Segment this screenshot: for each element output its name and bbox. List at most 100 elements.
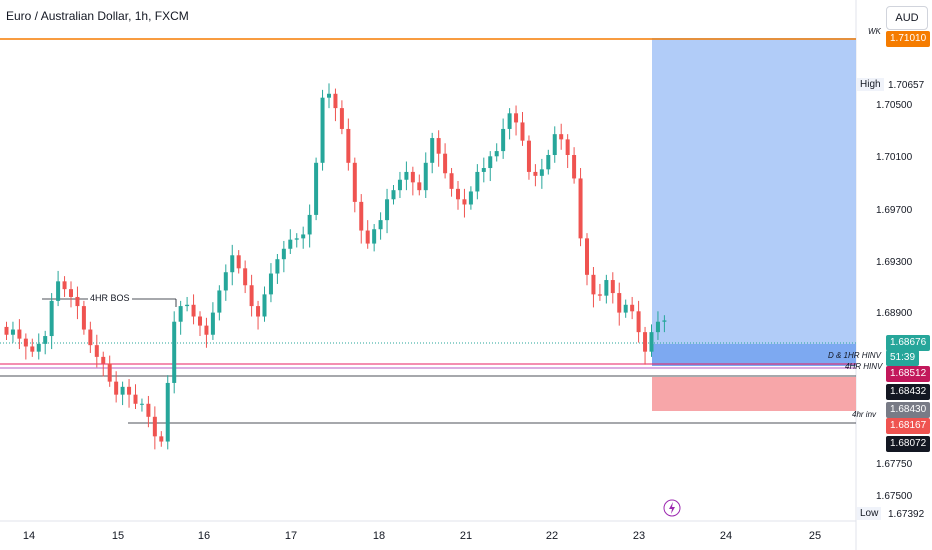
candle-body[interactable]	[520, 122, 525, 141]
candle-body[interactable]	[636, 311, 641, 333]
candle-body[interactable]	[552, 134, 557, 155]
candle-body[interactable]	[281, 248, 286, 260]
candle-body[interactable]	[288, 239, 293, 249]
candle-body[interactable]	[501, 128, 506, 152]
lightning-icon[interactable]	[663, 499, 681, 517]
candle-body[interactable]	[243, 268, 248, 286]
candle-body[interactable]	[236, 255, 241, 269]
candle-body[interactable]	[630, 304, 635, 312]
candle-body[interactable]	[417, 182, 422, 191]
candle-body[interactable]	[165, 382, 170, 442]
candle-body[interactable]	[585, 238, 589, 275]
candle-body[interactable]	[514, 113, 519, 123]
candle-body[interactable]	[565, 139, 570, 155]
candle-body[interactable]	[488, 156, 493, 169]
candle-body[interactable]	[443, 153, 448, 174]
candle-body[interactable]	[649, 332, 654, 352]
candle-body[interactable]	[404, 171, 409, 180]
candle-body[interactable]	[36, 343, 41, 352]
candle-body[interactable]	[191, 304, 196, 317]
candle-body[interactable]	[178, 306, 183, 322]
candle-body[interactable]	[230, 255, 235, 273]
candle-body[interactable]	[120, 386, 125, 395]
candle-body[interactable]	[533, 171, 538, 176]
candle-body[interactable]	[655, 321, 660, 333]
candle-body[interactable]	[475, 171, 480, 192]
candle-body[interactable]	[204, 325, 209, 335]
candle-body[interactable]	[301, 234, 306, 239]
candle-body[interactable]	[378, 220, 383, 230]
long-position-entry-zone[interactable]	[652, 344, 856, 366]
currency-button[interactable]: AUD	[886, 6, 928, 30]
candle-body[interactable]	[114, 381, 119, 395]
candle-body[interactable]	[139, 403, 144, 405]
candle-body[interactable]	[385, 199, 390, 221]
candle-body[interactable]	[10, 329, 15, 335]
candle-body[interactable]	[643, 332, 648, 352]
long-position-target-zone[interactable]	[652, 38, 856, 344]
candle-body[interactable]	[107, 363, 112, 382]
candle-body[interactable]	[217, 290, 222, 313]
candle-body[interactable]	[430, 138, 435, 163]
candle-body[interactable]	[256, 306, 261, 317]
candle-body[interactable]	[268, 273, 273, 295]
candle-body[interactable]	[456, 188, 460, 200]
candle-body[interactable]	[597, 294, 602, 296]
candle-body[interactable]	[262, 294, 267, 317]
candle-body[interactable]	[152, 416, 157, 437]
candle-body[interactable]	[410, 171, 415, 183]
candle-body[interactable]	[397, 179, 402, 191]
candle-body[interactable]	[314, 162, 319, 215]
candle-body[interactable]	[56, 281, 61, 301]
candle-body[interactable]	[339, 108, 344, 129]
candle-body[interactable]	[391, 190, 396, 200]
candle-body[interactable]	[539, 169, 544, 176]
long-position-stop-zone[interactable]	[652, 377, 856, 411]
candle-body[interactable]	[81, 306, 86, 330]
candle-body[interactable]	[23, 338, 28, 347]
candle-body[interactable]	[559, 134, 564, 140]
candle-body[interactable]	[623, 304, 628, 313]
candle-body[interactable]	[101, 356, 106, 364]
candle-body[interactable]	[275, 259, 280, 274]
candle-body[interactable]	[578, 178, 583, 239]
candle-body[interactable]	[327, 93, 331, 98]
candle-body[interactable]	[17, 329, 22, 339]
candle-body[interactable]	[423, 162, 428, 191]
candle-body[interactable]	[333, 93, 338, 109]
candle-body[interactable]	[4, 326, 9, 335]
candle-body[interactable]	[591, 274, 596, 295]
candle-body[interactable]	[294, 238, 299, 240]
candle-body[interactable]	[372, 229, 377, 244]
candle-body[interactable]	[494, 151, 499, 157]
candle-body[interactable]	[449, 173, 454, 189]
candle-body[interactable]	[468, 191, 473, 205]
candle-body[interactable]	[572, 154, 577, 179]
candle-body[interactable]	[546, 154, 551, 170]
candle-body[interactable]	[69, 289, 73, 297]
candle-body[interactable]	[159, 436, 164, 442]
candle-body[interactable]	[185, 304, 190, 307]
candle-body[interactable]	[198, 316, 202, 326]
candle-body[interactable]	[346, 128, 351, 163]
candle-body[interactable]	[210, 312, 215, 335]
candle-body[interactable]	[49, 300, 54, 337]
candle-body[interactable]	[133, 394, 138, 404]
candle-body[interactable]	[88, 329, 93, 346]
candle-body[interactable]	[307, 214, 312, 235]
candle-body[interactable]	[359, 201, 364, 231]
candle-body[interactable]	[43, 336, 48, 344]
candle-body[interactable]	[436, 138, 441, 154]
candle-body[interactable]	[526, 140, 531, 172]
candle-body[interactable]	[172, 321, 177, 383]
candle-body[interactable]	[610, 280, 615, 294]
candle-body[interactable]	[617, 293, 622, 313]
candle-body[interactable]	[481, 168, 486, 172]
candle-body[interactable]	[94, 345, 99, 357]
candle-body[interactable]	[62, 281, 67, 290]
candle-body[interactable]	[75, 296, 80, 307]
candle-body[interactable]	[320, 97, 325, 163]
candle-body[interactable]	[662, 320, 667, 322]
candle-body[interactable]	[462, 199, 467, 205]
